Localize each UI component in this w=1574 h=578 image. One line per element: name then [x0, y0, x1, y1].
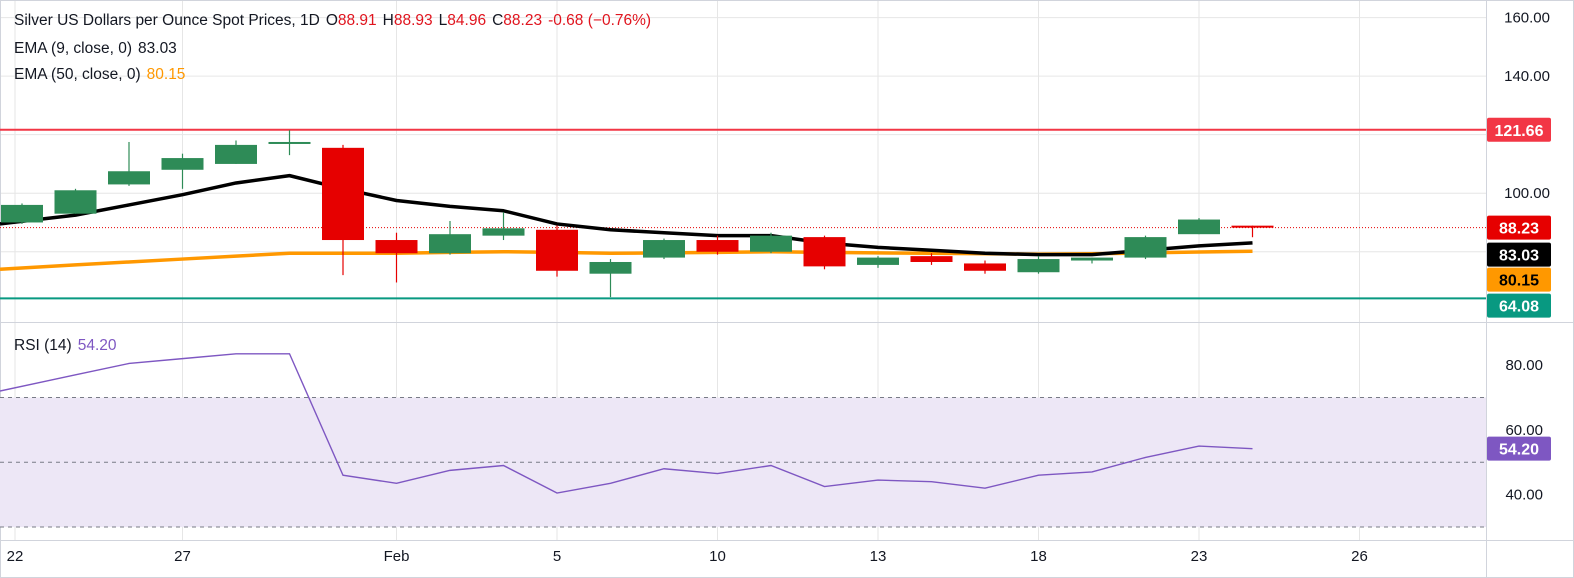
- low-value: 84.96: [447, 12, 487, 29]
- close-value: 88.23: [503, 12, 543, 29]
- candle-body-up: [643, 240, 685, 258]
- high-label: H: [382, 12, 394, 29]
- ema9-label: EMA (9, close, 0): [14, 40, 133, 57]
- ema9-badge-bg: [1487, 242, 1551, 267]
- candle-body-up: [108, 171, 150, 185]
- ema50-label: EMA (50, close, 0): [14, 66, 141, 83]
- date-tick-label: 26: [1351, 548, 1368, 565]
- support-badge-text: 64.08: [1499, 299, 1539, 316]
- candle-body-down: [322, 147, 364, 241]
- date-tick-label: 18: [1030, 548, 1047, 565]
- ema50-badge-text: 80.15: [1499, 273, 1539, 290]
- date-tick-label: 13: [870, 548, 887, 565]
- price-tick-label: 160.00: [1504, 10, 1550, 27]
- candle-body-up: [1178, 219, 1220, 235]
- rsi-value: 54.20: [77, 337, 117, 354]
- close-price-badge-text: 88.23: [1499, 221, 1539, 238]
- candle-body-down: [536, 229, 578, 271]
- date-tick-label: 27: [174, 548, 191, 565]
- close-price-badge: 88.23: [1487, 215, 1551, 240]
- candles: [1, 130, 1274, 298]
- low-label: L: [438, 12, 448, 29]
- legend-ema9: EMA (9, close, 0) 83.03: [14, 40, 183, 58]
- rsi-pane: [0, 353, 1486, 528]
- candle-body-up: [750, 235, 792, 252]
- support-resistance-lines: [0, 128, 1486, 300]
- ema9-badge: 83.03: [1487, 242, 1551, 267]
- chart-title: Silver US Dollars per Ounce Spot Prices,…: [14, 12, 320, 29]
- legend-rsi: RSI (14) 54.20: [14, 337, 123, 355]
- candle-body-up: [1017, 259, 1060, 273]
- date-tick-label: 10: [709, 548, 726, 565]
- candle-body-down: [964, 263, 1006, 271]
- ema9-value: 83.03: [138, 40, 177, 57]
- rsi-label: RSI (14): [14, 337, 72, 354]
- candle-body-up: [857, 257, 899, 265]
- candle-body-down: [910, 256, 953, 262]
- ema50-badge-bg: [1487, 267, 1551, 292]
- date-tick-label: Feb: [384, 548, 410, 565]
- resistance-badge: 121.66: [1487, 117, 1551, 142]
- candle-body-up: [1, 204, 43, 223]
- change-value: -0.68 (−0.76%): [548, 12, 652, 29]
- close-price-badge-bg: [1487, 215, 1551, 240]
- candle-body-up: [161, 158, 204, 170]
- support-badge: 64.08: [1487, 293, 1551, 318]
- price-badges: 121.66 88.23 83.03 80.15 64.08 54.20: [1487, 117, 1551, 461]
- ema50-value: 80.15: [146, 66, 186, 83]
- price-tick-label: 100.00: [1504, 185, 1550, 202]
- rsi-badge-text: 54.20: [1499, 442, 1539, 459]
- candle-body-up: [482, 228, 525, 236]
- candle-body-up: [215, 144, 257, 164]
- candle-body-up: [429, 234, 471, 254]
- open-label: O: [325, 12, 338, 29]
- date-tick-label: 23: [1191, 548, 1208, 565]
- date-tick-label: 22: [7, 548, 24, 565]
- candle-body-up: [54, 190, 97, 214]
- rsi-band: [0, 397, 1486, 528]
- axes: 160.00 140.00 100.00 22 27 Feb 5 10 13 18 23 26 80.0…: [7, 10, 1550, 565]
- rsi-tick-label: 40.00: [1505, 487, 1543, 504]
- rsi-badge-bg: [1487, 436, 1551, 461]
- high-value: 88.93: [393, 12, 433, 29]
- rsi-line: [0, 353, 1253, 494]
- ema9-line: [0, 173, 1253, 257]
- rsi-badge: 54.20: [1487, 436, 1551, 461]
- candle-body-down: [803, 237, 846, 267]
- open-value: 88.91: [337, 12, 377, 29]
- price-tick-label: 140.00: [1504, 68, 1550, 85]
- ema-lines: [0, 173, 1253, 272]
- candle-body-up: [589, 261, 632, 274]
- rsi-tick-label: 60.00: [1505, 422, 1543, 439]
- ema9-badge-text: 83.03: [1499, 248, 1539, 265]
- date-tick-label: 5: [553, 548, 561, 565]
- close-label: C: [492, 12, 504, 29]
- candle-body-down: [375, 240, 418, 254]
- candle-body-down: [696, 240, 739, 252]
- support-badge-bg: [1487, 293, 1551, 318]
- candle-body-down: [1231, 225, 1274, 228]
- resistance-badge-text: 121.66: [1495, 123, 1544, 140]
- legend-main: Silver US Dollars per Ounce Spot Prices,…: [14, 12, 657, 30]
- candle-body-up: [268, 141, 311, 144]
- resistance-badge-bg: [1487, 117, 1551, 142]
- ema50-badge: 80.15: [1487, 267, 1551, 292]
- rsi-tick-label: 80.00: [1505, 357, 1543, 374]
- candle-body-up: [1071, 257, 1113, 261]
- legend-ema50: EMA (50, close, 0) 80.15: [14, 66, 191, 84]
- candle-body-up: [1124, 237, 1167, 258]
